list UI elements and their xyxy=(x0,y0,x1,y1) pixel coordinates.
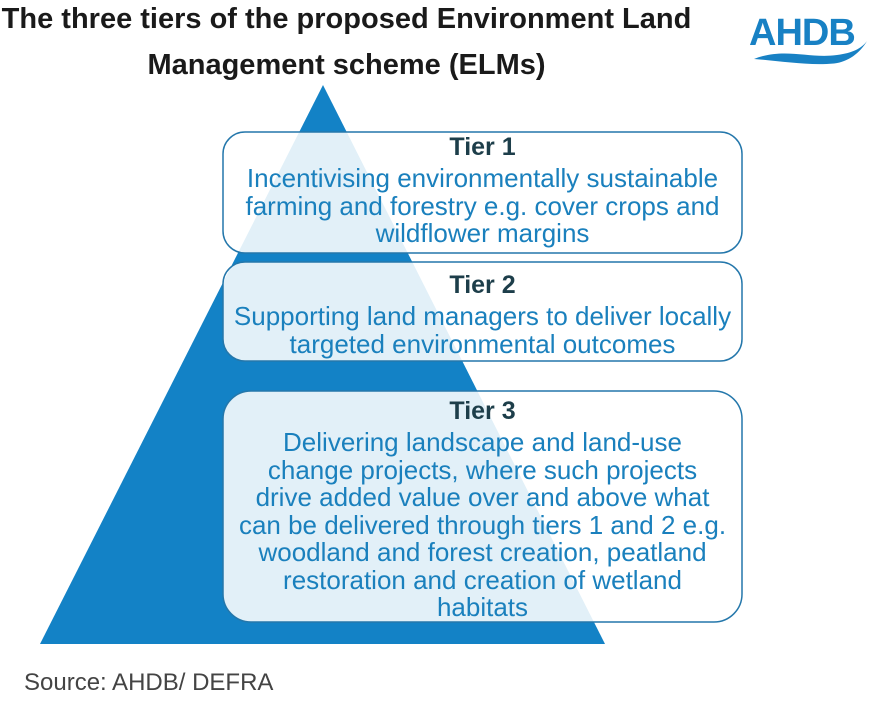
svg-text:AHDB: AHDB xyxy=(749,12,855,54)
